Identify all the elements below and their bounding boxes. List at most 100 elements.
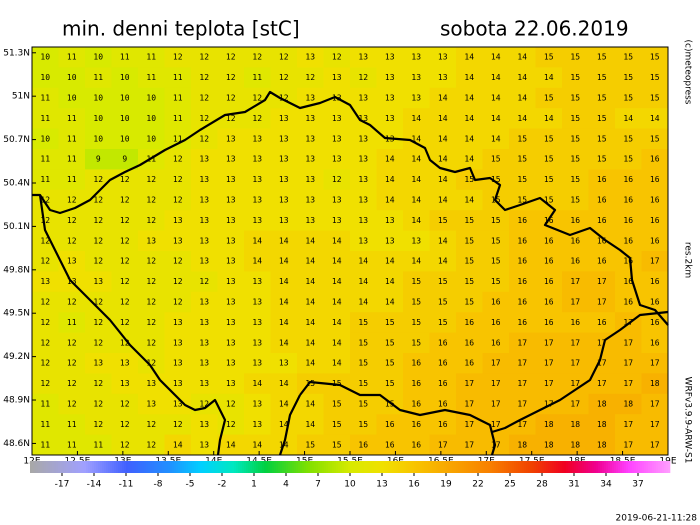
cell [350, 414, 377, 436]
cell-value: 15 [491, 175, 501, 184]
cell-value: 14 [252, 257, 262, 266]
cell [32, 108, 59, 130]
cell-value: 12 [146, 277, 156, 286]
copyright: (c)meteopress [683, 40, 693, 105]
cell-value: 16 [411, 440, 421, 449]
cell-value: 15 [385, 338, 395, 347]
cell [58, 169, 86, 191]
cell-value: 13 [252, 400, 262, 409]
cell [191, 291, 218, 313]
cell-value: 12 [279, 94, 289, 103]
colorbar-segment [486, 461, 489, 473]
colorbar-segment [158, 461, 161, 473]
cell [588, 434, 616, 456]
cell-value: 16 [438, 420, 448, 429]
cell-value: 14 [279, 420, 289, 429]
cell [615, 393, 642, 415]
cell [429, 312, 457, 334]
cell-value: 14 [385, 298, 395, 307]
cell-value: 14 [438, 257, 448, 266]
cell [323, 67, 351, 89]
border [491, 310, 669, 434]
cell [58, 210, 86, 232]
colorbar-segment [536, 461, 539, 473]
cell-value: 11 [173, 134, 183, 143]
cell [270, 414, 298, 436]
cell [615, 434, 642, 456]
cell [138, 169, 165, 191]
colorbar-segment [298, 461, 301, 473]
cell-value: 15 [464, 175, 474, 184]
cell-value: 16 [650, 175, 660, 184]
cell [270, 271, 298, 293]
cell-value: 12 [146, 298, 156, 307]
cell-value: 17 [570, 298, 580, 307]
cell-value: 13 [252, 155, 262, 164]
cell [138, 189, 165, 211]
colorbar-segment [460, 461, 463, 473]
cell [562, 189, 589, 211]
colorbar-segment [308, 461, 311, 473]
colorbar-segment [264, 461, 267, 473]
cell-value: 15 [650, 134, 660, 143]
cell-value: 16 [623, 277, 633, 286]
cell-value: 14 [464, 73, 474, 82]
cell [403, 393, 430, 415]
cell-value: 15 [464, 216, 474, 225]
colorbar-segment [274, 461, 277, 473]
cell [509, 393, 536, 415]
colorbar-segment [660, 461, 663, 473]
cell [641, 353, 669, 374]
cell-value: 16 [385, 420, 395, 429]
cell [85, 251, 112, 272]
cell-value: 16 [517, 236, 527, 245]
cell-value: 16 [491, 318, 501, 327]
cell [32, 434, 59, 456]
cell [456, 353, 483, 374]
cell [138, 332, 165, 354]
cell [376, 251, 404, 272]
colorbar-segment [480, 461, 483, 473]
cell-value: 14 [464, 134, 474, 143]
cell [297, 230, 324, 252]
colorbar-segment [62, 461, 65, 473]
cell-value: 13 [199, 175, 209, 184]
cell-value: 15 [623, 53, 633, 62]
colorbar-segment [384, 461, 387, 473]
cell-value: 14 [438, 94, 448, 103]
cell-value: 14 [358, 277, 368, 286]
cell [588, 251, 616, 272]
colorbar-segment [314, 461, 317, 473]
cell [376, 189, 404, 211]
cell [403, 434, 430, 456]
colorbar-segment [560, 461, 563, 473]
cell [217, 128, 245, 150]
cell-value: 14 [438, 155, 448, 164]
colorbar-segment [208, 461, 211, 473]
cell [482, 128, 510, 150]
cell [164, 434, 192, 456]
cell [641, 169, 669, 191]
colorbar-segment [608, 461, 611, 473]
cell [85, 291, 112, 313]
colorbar-segment [280, 461, 283, 473]
colorbar-segment [30, 461, 33, 473]
colorbar-segment [144, 461, 147, 473]
colorbar-segment [46, 461, 49, 473]
cell [535, 414, 563, 436]
colorbar-segment [188, 461, 191, 473]
cell [85, 189, 112, 211]
cell [615, 291, 642, 313]
colorbar-segment [224, 461, 227, 473]
cell [85, 230, 112, 252]
cell [535, 291, 563, 313]
colorbar-segment [140, 461, 143, 473]
cell-value: 14 [650, 114, 660, 123]
cell [85, 353, 112, 374]
cell-value: 13 [199, 440, 209, 449]
cell-value: 16 [623, 175, 633, 184]
cell [323, 210, 351, 232]
cell-value: 17 [623, 379, 633, 388]
timestamp: 2019-06-21-11:28 [616, 514, 698, 524]
cell-value: 14 [517, 73, 527, 82]
